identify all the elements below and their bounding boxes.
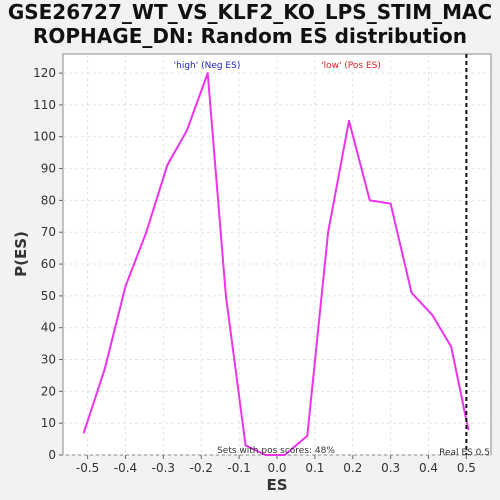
data-point bbox=[103, 368, 106, 370]
low-pos-es-label: 'low' (Pos ES) bbox=[321, 61, 381, 71]
grid bbox=[63, 54, 491, 456]
y-tick-label: 80 bbox=[41, 193, 56, 207]
chart-title-line-1: GSE26727_WT_VS_KLF2_KO_LPS_STIM_MAC bbox=[8, 0, 492, 24]
x-tick-label: 0.5 bbox=[457, 461, 476, 475]
x-tick-label: -0.1 bbox=[227, 461, 250, 475]
data-point bbox=[450, 345, 453, 348]
y-tick-label: 20 bbox=[41, 384, 56, 398]
data-point bbox=[145, 231, 148, 234]
x-tick-label: 0.3 bbox=[381, 461, 400, 475]
data-point bbox=[467, 428, 470, 431]
data-point bbox=[264, 454, 267, 456]
data-point bbox=[327, 231, 330, 234]
y-tick-label: 10 bbox=[41, 416, 56, 430]
y-axis: 0 10 20 30 40 50 60 70 80 90 100 110 120 bbox=[33, 66, 63, 462]
data-point bbox=[206, 72, 209, 74]
high-neg-es-label: 'high' (Neg ES) bbox=[174, 61, 241, 71]
y-tick-label: 0 bbox=[48, 448, 56, 462]
x-tick-label: 0.1 bbox=[305, 461, 324, 475]
y-tick-label: 40 bbox=[41, 321, 56, 335]
y-tick-label: 110 bbox=[33, 98, 56, 112]
data-point bbox=[185, 129, 188, 132]
data-point bbox=[368, 199, 371, 202]
series-layer bbox=[82, 72, 470, 456]
data-point bbox=[224, 294, 227, 297]
data-point bbox=[283, 454, 286, 456]
data-point bbox=[306, 435, 309, 437]
y-tick-label: 60 bbox=[41, 257, 56, 271]
x-tick-label: 0.2 bbox=[343, 461, 362, 475]
y-tick-label: 120 bbox=[33, 66, 56, 80]
y-tick-label: 50 bbox=[41, 289, 56, 303]
data-point bbox=[431, 314, 434, 316]
data-point bbox=[124, 285, 127, 288]
x-axis-label: ES bbox=[266, 476, 287, 494]
chart-title-line-2: ROPHAGE_DN: Random ES distribution bbox=[33, 24, 467, 48]
series-line bbox=[82, 72, 470, 456]
data-point bbox=[389, 202, 392, 205]
data-point bbox=[410, 291, 413, 294]
data-point bbox=[166, 164, 169, 167]
x-axis: -0.5 -0.4 -0.3 -0.2 -0.1 0.0 0.1 0.2 0.3 0.4 0.5 bbox=[76, 455, 476, 475]
y-tick-label: 30 bbox=[41, 353, 56, 367]
y-axis-label: P(ES) bbox=[12, 231, 30, 277]
x-tick-label: -0.4 bbox=[114, 461, 137, 475]
y-tick-label: 70 bbox=[41, 225, 56, 239]
pos-scores-annotation: Sets with pos scores: 48% bbox=[217, 446, 335, 456]
x-tick-label: 0.4 bbox=[419, 461, 438, 475]
y-tick-label: 90 bbox=[41, 162, 56, 176]
y-tick-label: 100 bbox=[33, 130, 56, 144]
x-tick-label: -0.2 bbox=[190, 461, 213, 475]
data-point bbox=[244, 444, 247, 447]
x-tick-label: -0.3 bbox=[152, 461, 175, 475]
real-es-label: Real ES 0.5 bbox=[439, 448, 490, 458]
x-tick-label: -0.5 bbox=[76, 461, 99, 475]
data-point bbox=[82, 431, 85, 434]
data-point bbox=[348, 119, 350, 122]
x-tick-label: 0.0 bbox=[267, 461, 286, 475]
